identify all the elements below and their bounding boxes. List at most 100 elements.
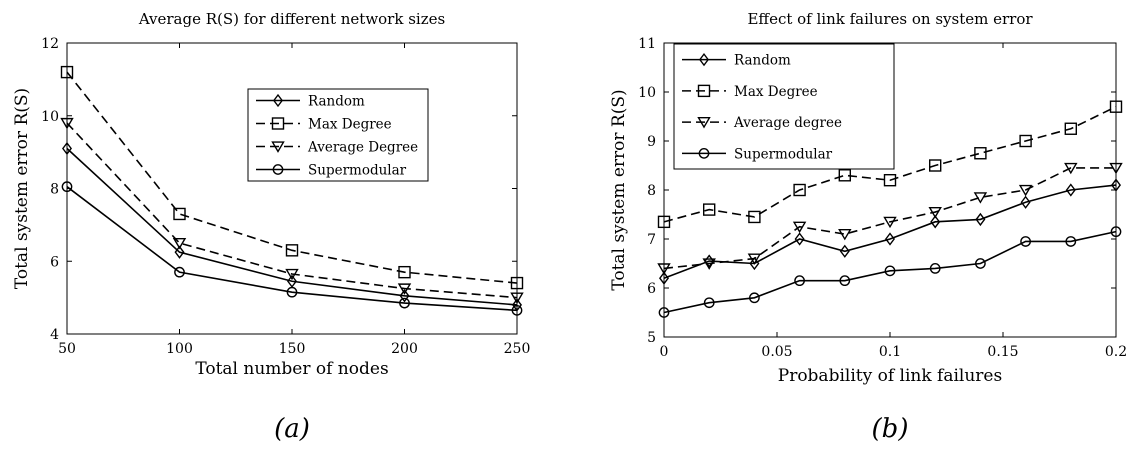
figure-caption: (b): [872, 414, 909, 444]
data-point: [1065, 236, 1077, 247]
data-point: [883, 173, 897, 187]
data-point: [1018, 184, 1033, 197]
data-point: [748, 210, 761, 224]
data-point: [512, 298, 522, 312]
data-point: [930, 215, 941, 229]
figure-caption: (a): [274, 414, 310, 444]
x-tick-label: 0.05: [761, 344, 792, 360]
data-point: [975, 212, 986, 227]
series-line-average-degree: [663, 167, 1116, 270]
legend-marker: [697, 117, 711, 129]
plot-frame: [66, 42, 518, 335]
data-point: [285, 268, 299, 281]
data-point: [510, 276, 524, 290]
x-axis-title: Total number of nodes: [195, 359, 388, 379]
data-point: [839, 275, 851, 287]
y-tick-label: 10: [41, 109, 59, 125]
data-point: [749, 292, 760, 304]
data-point: [838, 228, 852, 241]
y-tick-label: 4: [50, 327, 59, 343]
x-tick-label: 200: [391, 341, 418, 357]
data-point: [510, 292, 524, 304]
y-tick-label: 9: [647, 134, 656, 150]
data-point: [1065, 183, 1076, 197]
chart-title: Effect of link failures on system error: [747, 10, 1033, 28]
data-point: [884, 265, 896, 277]
y-tick-label: 6: [50, 254, 59, 270]
data-point: [883, 216, 897, 229]
legend-label: Random: [734, 53, 791, 69]
chart-title: Average R(S) for different network sizes: [138, 10, 445, 28]
data-point: [399, 297, 410, 309]
data-point: [658, 307, 670, 318]
legend-marker: [273, 93, 283, 108]
series-line-supermodular: [66, 186, 518, 312]
y-tick-label: 6: [647, 281, 656, 297]
data-point: [62, 141, 72, 156]
data-point: [703, 297, 715, 309]
data-point: [286, 286, 298, 298]
y-tick-label: 11: [638, 36, 656, 52]
data-point: [1019, 134, 1032, 148]
x-tick-label: 50: [58, 341, 76, 357]
x-tick-label: 150: [279, 341, 306, 357]
data-point: [659, 271, 669, 285]
data-point: [1064, 162, 1078, 175]
legend-label: Average degree: [733, 115, 842, 131]
legend-marker: [271, 141, 285, 153]
legend-box: [247, 88, 429, 182]
x-tick-label: 0.15: [987, 344, 1018, 360]
data-point: [1020, 236, 1031, 247]
legend-marker: [697, 84, 711, 98]
data-point: [285, 244, 299, 257]
x-tick-label: 100: [166, 341, 193, 357]
data-point: [974, 147, 987, 160]
data-point: [511, 304, 523, 316]
legend-marker: [271, 117, 285, 130]
data-point: [838, 169, 851, 182]
data-point: [397, 283, 412, 295]
chart-b: 0 0.05 0.1 0.15 0.2 5 6 7 8 9 10 11 Effect of link f…: [609, 10, 1127, 444]
legend-marker: [698, 147, 710, 159]
series-line-max-degree: [663, 105, 1117, 223]
series-line-average-degree: [66, 122, 518, 299]
data-point: [794, 232, 805, 246]
legend-label: Average Degree: [307, 140, 418, 156]
series-line-random: [66, 147, 518, 306]
data-point: [399, 289, 410, 303]
y-tick-label: 5: [647, 330, 656, 346]
x-tick-label: 0.2: [1105, 344, 1127, 360]
data-point: [1109, 100, 1123, 113]
data-point: [747, 253, 762, 265]
y-tick-label: 12: [41, 36, 59, 52]
data-point: [1020, 195, 1031, 209]
data-point: [928, 206, 942, 219]
legend-label: Supermodular: [734, 146, 833, 162]
data-point: [839, 244, 850, 258]
data-point: [398, 265, 411, 279]
data-point: [702, 258, 716, 270]
data-point: [60, 65, 74, 79]
data-point: [885, 232, 895, 246]
legend-label: Max Degree: [734, 84, 818, 100]
data-point: [929, 263, 941, 274]
data-point: [172, 237, 187, 250]
series-line-random: [663, 184, 1117, 279]
data-point: [174, 245, 185, 259]
data-point: [792, 221, 807, 234]
y-tick-label: 10: [638, 85, 656, 101]
data-point: [173, 207, 186, 221]
data-point: [929, 159, 942, 172]
data-point: [657, 263, 671, 275]
chart-a: 50 100 150 200 250 4 6 8 10 12 Average R(S) for di…: [12, 10, 530, 444]
data-point: [794, 275, 805, 287]
data-point: [1064, 122, 1078, 135]
data-point: [174, 266, 185, 278]
data-point: [1109, 162, 1123, 175]
x-axis-title: Probability of link failures: [778, 366, 1002, 386]
y-axis-title: Total system error R(S): [609, 89, 629, 290]
data-point: [657, 215, 671, 229]
x-tick-label: 250: [504, 341, 531, 357]
legend-box: [673, 43, 895, 170]
